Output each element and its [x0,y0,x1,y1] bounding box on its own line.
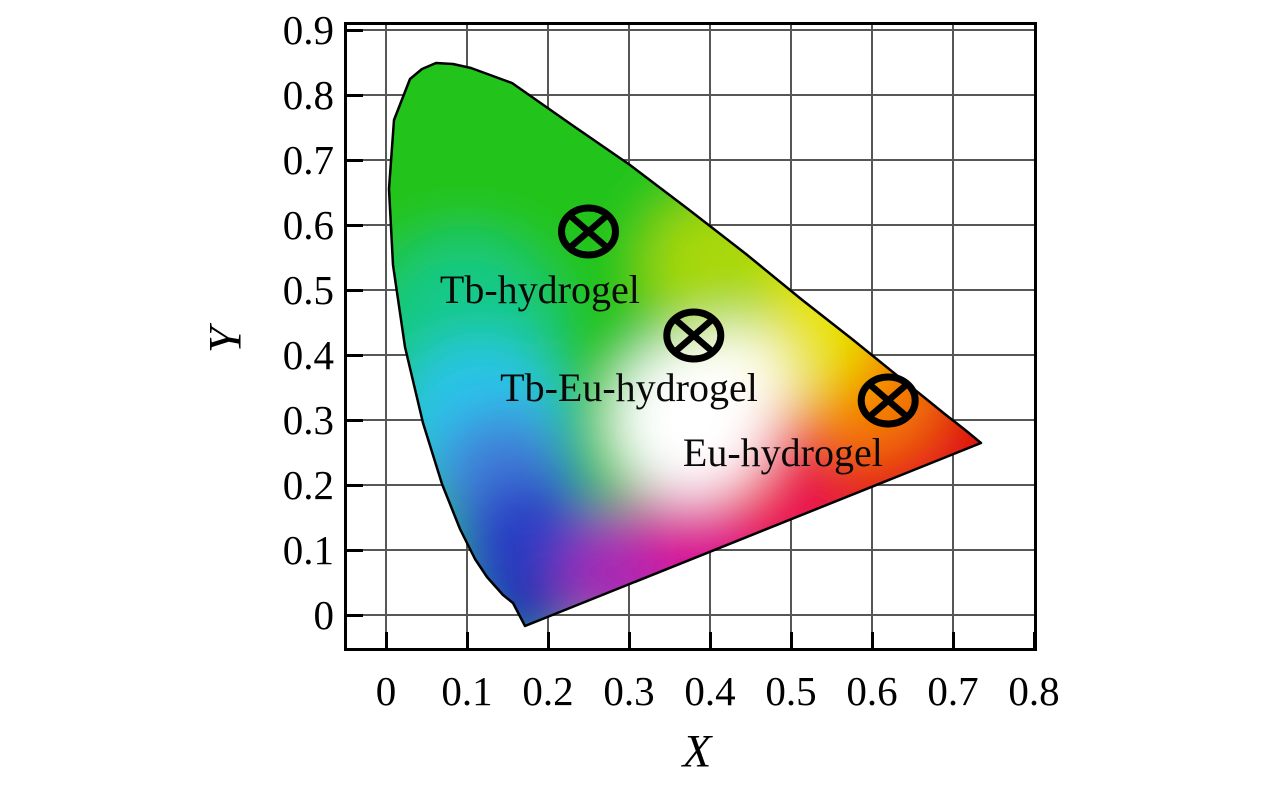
y-tick-label: 0.4 [282,332,334,378]
x-tick-label: 0.3 [603,668,655,714]
x-tick-mark [465,632,469,648]
data-point-label: Eu-hydrogel [682,429,883,475]
y-tick-mark [347,288,363,292]
gridline-h [347,29,1034,31]
x-tick-mark [546,632,550,648]
x-tick-label: 0.7 [927,668,979,714]
x-tick-mark [870,632,874,648]
x-tick-label: 0.2 [522,668,574,714]
data-point-marker [857,373,919,428]
y-tick-label: 0.9 [282,7,334,53]
y-tick-label: 0.3 [282,397,334,443]
y-tick-label: 0.7 [282,137,334,183]
x-tick-label: 0.1 [441,668,493,714]
y-tick-label: 0.5 [282,267,334,313]
y-tick-label: 0.1 [282,527,334,573]
chromaticity-diagram [387,61,983,628]
y-tick-mark [347,158,363,162]
gridline-v [385,25,387,648]
gridline-v [952,25,954,648]
y-tick-mark [347,548,363,552]
x-tick-label: 0.5 [765,668,817,714]
gridline-h [347,614,1034,616]
x-tick-label: 0.8 [1008,668,1060,714]
gridline-h [347,94,1034,96]
x-tick-label: 0.6 [846,668,898,714]
x-tick-label: 0 [375,668,397,714]
x-tick-mark [708,632,712,648]
x-axis-title: X [682,725,712,778]
data-point-marker [558,204,619,259]
data-point-label: Tb-hydrogel [439,267,640,312]
y-tick-label: 0 [313,592,335,638]
x-tick-mark [1032,632,1036,648]
y-tick-mark [347,223,363,227]
plot-area [344,22,1037,651]
y-tick-mark [347,418,363,422]
y-tick-label: 0.6 [282,202,334,248]
x-tick-mark [951,632,955,648]
y-tick-label: 0.8 [282,72,334,118]
data-point-marker [663,308,725,363]
x-tick-label: 0.4 [684,668,736,714]
y-tick-mark [347,613,363,617]
x-tick-mark [384,632,388,648]
x-tick-mark [627,632,631,648]
y-tick-mark [347,93,363,97]
gridline-v [871,25,873,648]
y-tick-mark [347,483,363,487]
gridline-h [347,159,1034,161]
axis-ticks [347,25,1036,648]
y-tick-mark [347,28,363,32]
data-point-label: Tb-Eu-hydrogel [500,364,758,410]
data-point-markers [558,204,919,428]
x-tick-mark [789,632,793,648]
y-tick-label: 0.2 [282,462,334,508]
y-axis-title: Y [199,326,252,354]
y-tick-mark [347,353,363,357]
